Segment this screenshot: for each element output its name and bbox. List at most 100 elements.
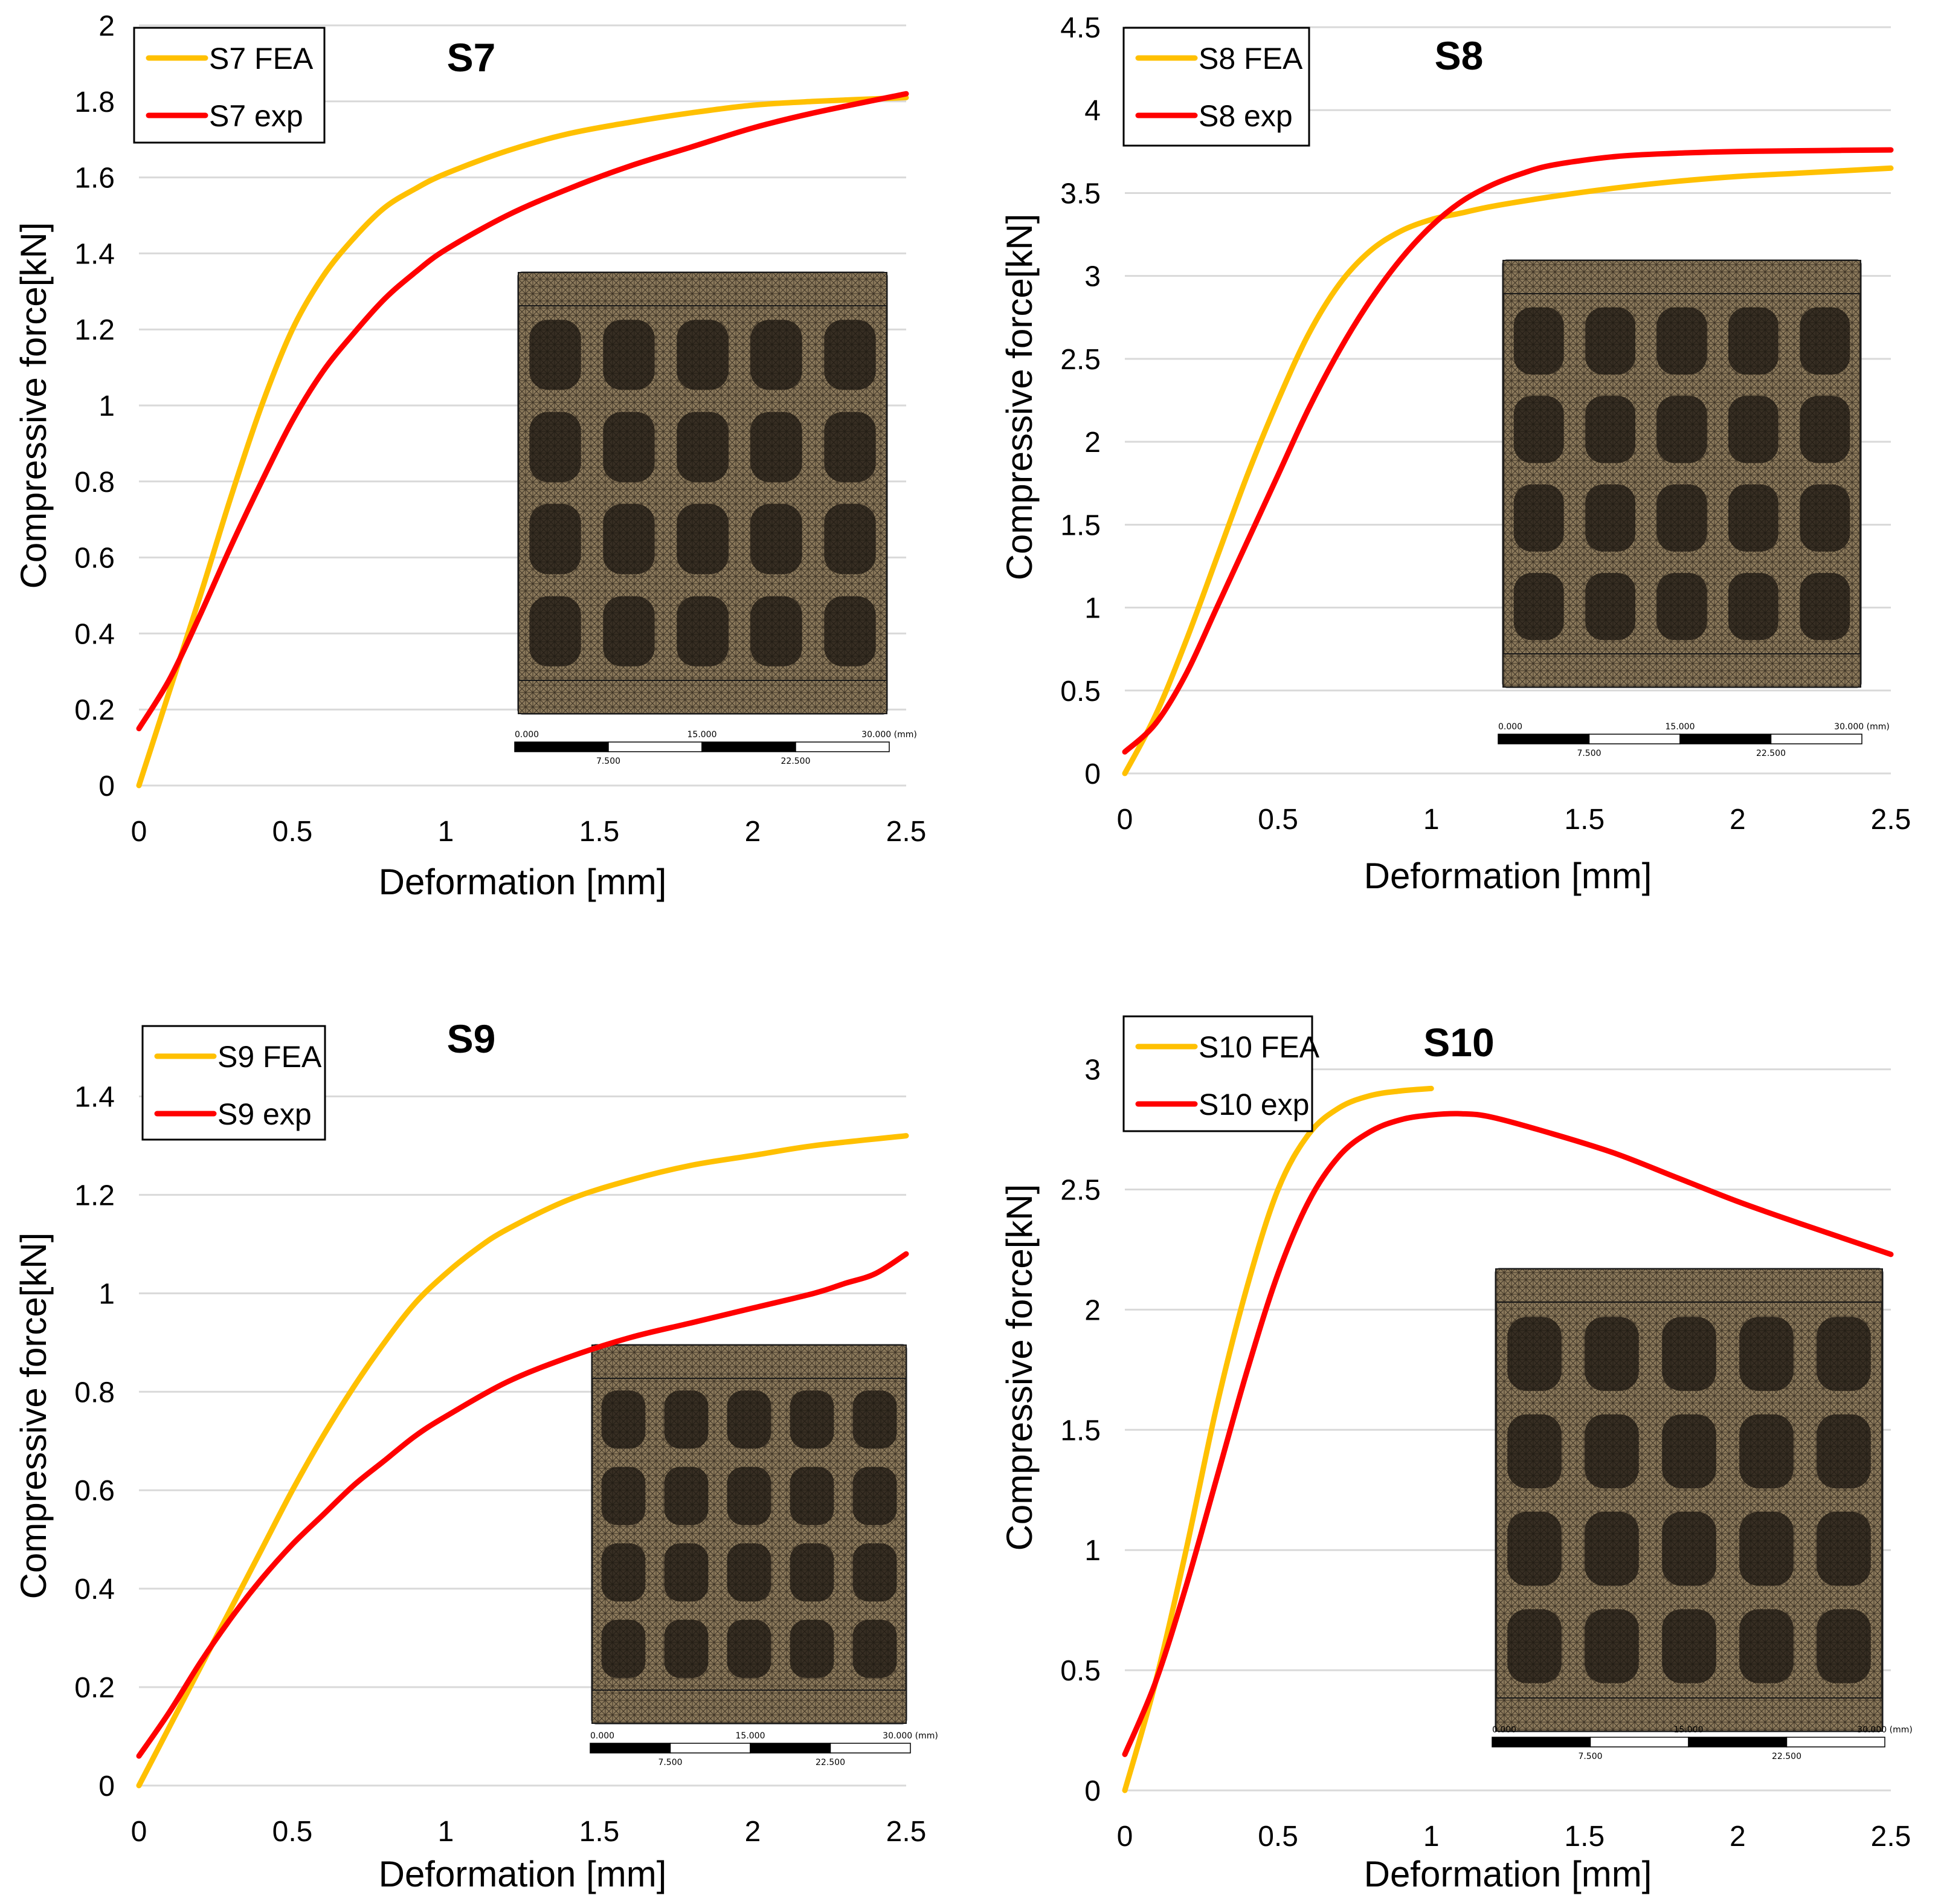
mesh-cell — [1728, 573, 1778, 641]
legend-label: S9 exp — [217, 1097, 312, 1131]
scale-label: 7.500 — [1578, 1752, 1602, 1761]
scale-label: 22.500 — [1772, 1752, 1801, 1761]
scale-bar-segment — [669, 1743, 751, 1754]
series-line-s9-fea — [136, 1133, 909, 1789]
scale-label: 7.500 — [658, 1758, 682, 1767]
y-tick-label: 2.5 — [1060, 1174, 1101, 1206]
y-tick-label: 0.4 — [74, 618, 115, 650]
y-tick-label: 1.5 — [1060, 509, 1101, 541]
scale-bar-segment — [1498, 734, 1590, 744]
series-line-s8-fea — [1122, 165, 1894, 776]
mesh-cell — [1739, 1414, 1794, 1489]
mesh-cell — [1585, 573, 1636, 641]
mesh-cell — [1800, 307, 1850, 375]
scale-bar-segment — [750, 1743, 831, 1754]
scale-label: 7.500 — [596, 757, 620, 766]
y-tick-label: 0.4 — [74, 1573, 115, 1605]
y-tick-label: 1.5 — [1060, 1415, 1101, 1447]
x-tick-label: 1 — [1423, 1821, 1440, 1853]
mesh-cell — [677, 320, 729, 390]
mesh-top-plate — [591, 1344, 907, 1379]
mesh-cell — [824, 504, 876, 575]
mesh-cell — [1513, 484, 1564, 552]
scale-label: 15.000 — [736, 1731, 765, 1741]
scale-bar-segment — [1770, 734, 1862, 744]
y-tick-label: 0 — [98, 1770, 115, 1802]
mesh-cell — [1507, 1511, 1562, 1586]
mesh-cell — [824, 596, 876, 666]
mesh-bottom-plate — [1495, 1697, 1883, 1732]
scale-label: 0.000 — [515, 730, 539, 740]
mesh-cell — [790, 1390, 834, 1449]
scale-label: 0.000 — [590, 1731, 614, 1741]
chart-panel-s9: 0 0.2 0.4 0.6 0.8 1 1.2 1.4 0 0.5 1 1.5 2 2.5 Deformat… — [13, 1016, 938, 1894]
x-tick-label: 0.5 — [1258, 1821, 1298, 1853]
mesh-cell — [1585, 1609, 1639, 1683]
mesh-cell — [1507, 1317, 1562, 1391]
scale-bar-segment — [795, 741, 890, 752]
mesh-cell — [603, 596, 655, 666]
fea-mesh-inset: 0.000 15.000 30.000 (mm) 7.500 22.500 — [1492, 1268, 1913, 1761]
mesh-cell — [824, 411, 876, 482]
series-line-s9-exp — [136, 1251, 909, 1759]
scale-label: 22.500 — [1756, 749, 1786, 758]
scale-label: 30.000 (mm) — [883, 1731, 938, 1741]
mesh-cell — [1662, 1511, 1716, 1586]
mesh-cell — [601, 1467, 646, 1525]
mesh-cell — [601, 1543, 646, 1602]
mesh-cell — [677, 596, 729, 666]
mesh-cell — [664, 1467, 709, 1525]
y-tick-label: 2 — [1084, 427, 1101, 459]
mesh-cell — [790, 1467, 834, 1525]
mesh-cell — [824, 320, 876, 390]
legend: S8 FEA S8 exp — [1122, 27, 1310, 147]
y-tick-label: 0.2 — [74, 694, 115, 726]
mesh-cell — [664, 1390, 709, 1449]
scale-label: 15.000 — [1674, 1725, 1704, 1735]
mesh-cell — [1656, 307, 1707, 375]
mesh-cell — [529, 596, 581, 666]
mesh-cell — [1800, 396, 1850, 463]
y-axis-label: Compressive force[kN] — [13, 1233, 54, 1599]
y-tick-label: 2 — [98, 10, 115, 42]
mesh-cell — [601, 1390, 646, 1449]
scale-label: 7.500 — [1577, 749, 1601, 758]
x-tick-label: 0 — [1117, 1821, 1133, 1853]
mesh-cell — [1800, 573, 1850, 641]
x-axis-label: Deformation [mm] — [1364, 1854, 1652, 1894]
fea-mesh-inset: 0.000 15.000 30.000 (mm) 7.500 22.500 — [1498, 259, 1890, 758]
mesh-cell — [529, 320, 581, 390]
y-tick-label: 3 — [1084, 261, 1101, 293]
series-line-s10-fea — [1122, 1085, 1434, 1793]
y-tick-label: 2.5 — [1060, 344, 1101, 376]
mesh-cell — [1656, 573, 1707, 641]
x-tick-label: 2.5 — [886, 1816, 927, 1848]
mesh-cell — [1507, 1609, 1562, 1683]
mesh-cell — [677, 411, 729, 482]
y-tick-label: 4.5 — [1060, 12, 1101, 44]
x-tick-label: 2 — [1730, 804, 1746, 836]
x-axis-label: Deformation [mm] — [379, 1854, 667, 1894]
mesh-cell — [529, 411, 581, 482]
mesh-cell — [750, 504, 802, 575]
mesh-cell — [1662, 1414, 1716, 1489]
mesh-cell — [1585, 1414, 1639, 1489]
y-tick-label: 1 — [1084, 1535, 1101, 1567]
y-axis-label: Compressive force[kN] — [999, 1184, 1040, 1551]
mesh-cell — [750, 596, 802, 666]
scale-bar-segment — [608, 741, 703, 752]
mesh-cell — [1656, 484, 1707, 552]
y-tick-label: 3 — [1084, 1054, 1101, 1086]
legend-label: S10 exp — [1199, 1088, 1309, 1121]
mesh-cell — [603, 504, 655, 575]
mesh-cell — [1739, 1317, 1794, 1391]
x-tick-label: 2 — [1730, 1821, 1746, 1853]
mesh-cell — [790, 1543, 834, 1602]
y-tick-label: 1 — [98, 390, 115, 422]
chart-panel-s7: 0 0.2 0.4 0.6 0.8 1 1.2 1.4 1.6 1.8 2 0 0.5 1 1.5 2 2.5 D… — [13, 10, 927, 902]
scale-label: 15.000 — [687, 730, 717, 740]
mesh-cell — [1662, 1609, 1716, 1683]
x-tick-label: 1 — [438, 816, 454, 848]
mesh-cell — [529, 504, 581, 575]
y-tick-label: 2 — [1084, 1294, 1101, 1326]
